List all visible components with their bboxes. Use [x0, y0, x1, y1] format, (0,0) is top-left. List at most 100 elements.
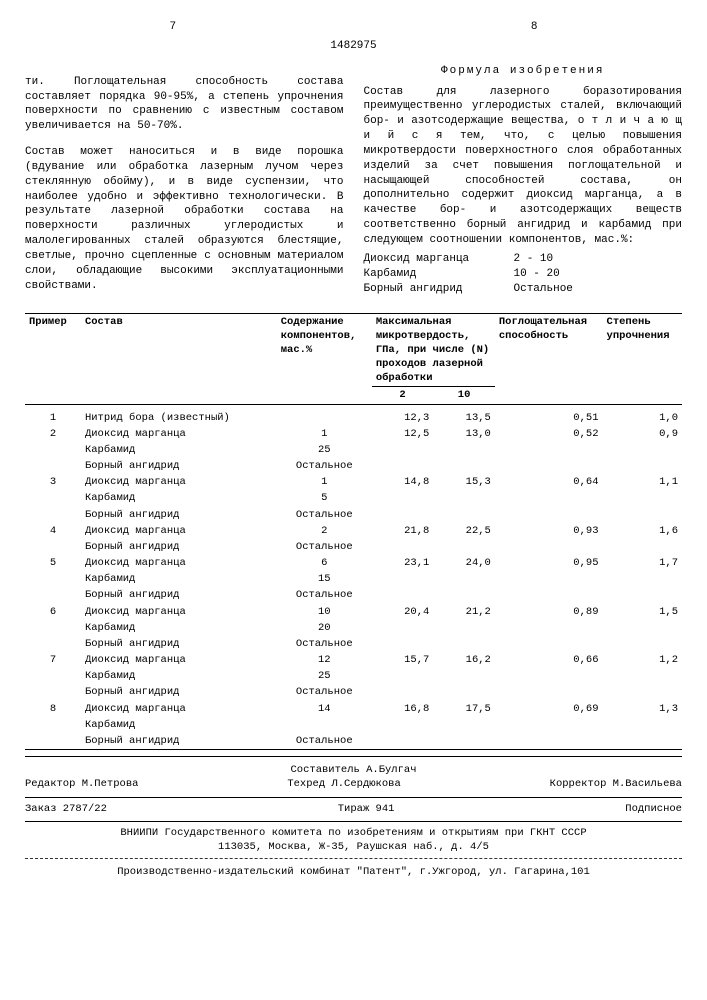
table-cell [25, 684, 81, 700]
table-cell: Диоксид марганца [81, 555, 277, 571]
table-cell [25, 490, 81, 506]
component-list: Диоксид марганца2 - 10Карбамид10 - 20Бор… [364, 252, 683, 297]
table-cell [433, 717, 495, 733]
table-cell [603, 684, 682, 700]
table-cell [277, 717, 372, 733]
table-cell: Остальное [277, 733, 372, 750]
table-cell [25, 668, 81, 684]
table-cell [495, 490, 603, 506]
editorial-block: Составитель А.Булгач Редактор М.Петрова … [25, 756, 682, 798]
th-composition: Состав [81, 313, 277, 404]
table-cell: 13,5 [433, 404, 495, 426]
table-cell [25, 507, 81, 523]
right-para-1: Состав для лазерного боразотирования пре… [364, 85, 683, 248]
table-cell: 2 [25, 426, 81, 442]
table-cell [25, 539, 81, 555]
table-cell: Диоксид марганца [81, 426, 277, 442]
table-cell: 6 [25, 604, 81, 620]
table-cell: 25 [277, 668, 372, 684]
table-cell: Остальное [277, 458, 372, 474]
table-head: Пример Состав Содержание компонентов, ма… [25, 313, 682, 404]
table-cell: Борный ангидрид [81, 636, 277, 652]
order-number: Заказ 2787/22 [25, 802, 107, 816]
formula-title: Формула изобретения [364, 64, 683, 79]
table-cell: 12,3 [372, 404, 434, 426]
table-cell: 1,1 [603, 474, 682, 490]
table-cell: Остальное [277, 684, 372, 700]
table-cell: 10 [277, 604, 372, 620]
table-cell [603, 668, 682, 684]
table-cell [372, 620, 434, 636]
table-cell: Борный ангидрид [81, 587, 277, 603]
editor: Редактор М.Петрова [25, 777, 138, 791]
text-columns: ти. Поглощательная способность состава с… [25, 64, 682, 305]
table-row: Борный ангидридОстальное [25, 636, 682, 652]
table-cell: Карбамид [81, 571, 277, 587]
table-cell: Диоксид марганца [81, 604, 277, 620]
table-row: Карбамид25 [25, 668, 682, 684]
footer-line-2: 113035, Москва, Ж-35, Раушская наб., д. … [25, 840, 682, 854]
table-cell [603, 490, 682, 506]
tech-editor: Техред Л.Сердюкова [287, 777, 400, 791]
component-name: Диоксид марганца [364, 252, 514, 267]
table-cell [372, 458, 434, 474]
table-cell: 1,2 [603, 652, 682, 668]
table-row: 1Нитрид бора (известный)12,313,50,511,0 [25, 404, 682, 426]
table-cell: 14,8 [372, 474, 434, 490]
table-cell [277, 404, 372, 426]
table-row: 7Диоксид марганца1215,716,20,661,2 [25, 652, 682, 668]
table-cell: 5 [277, 490, 372, 506]
table-cell [433, 684, 495, 700]
table-cell: 23,1 [372, 555, 434, 571]
table-cell [495, 684, 603, 700]
table-cell [603, 539, 682, 555]
table-cell: 20 [277, 620, 372, 636]
table-cell: 17,5 [433, 701, 495, 717]
table-cell: 15,3 [433, 474, 495, 490]
table-cell: 16,2 [433, 652, 495, 668]
table-cell: Остальное [277, 507, 372, 523]
table-cell: 4 [25, 523, 81, 539]
table-cell: 16,8 [372, 701, 434, 717]
table-cell: Борный ангидрид [81, 684, 277, 700]
table-cell [372, 442, 434, 458]
table-row: Карбамид25 [25, 442, 682, 458]
table-cell: 1 [25, 404, 81, 426]
table-cell [603, 733, 682, 750]
table-cell [25, 636, 81, 652]
table-row: Борный ангидридОстальное [25, 684, 682, 700]
table-cell: 6 [277, 555, 372, 571]
tirazh: Тираж 941 [338, 802, 395, 816]
table-cell [372, 636, 434, 652]
table-cell [433, 507, 495, 523]
table-cell: 0,52 [495, 426, 603, 442]
table-cell: Диоксид марганца [81, 523, 277, 539]
table-cell [495, 717, 603, 733]
footer-line-1: ВНИИПИ Государственного комитета по изоб… [25, 826, 682, 840]
patent-number: 1482975 [25, 39, 682, 54]
table-cell: 1 [277, 474, 372, 490]
table-cell: Остальное [277, 587, 372, 603]
table-cell: 1 [277, 426, 372, 442]
table-row: Карбамид15 [25, 571, 682, 587]
table-cell: 1,3 [603, 701, 682, 717]
left-para-2: Состав может наноситься и в виде порошка… [25, 145, 344, 293]
table-cell [372, 733, 434, 750]
table-cell [25, 733, 81, 750]
table-cell: Борный ангидрид [81, 539, 277, 555]
table-cell [603, 458, 682, 474]
table-cell [372, 507, 434, 523]
table-cell [495, 620, 603, 636]
page-numbers: 7 8 [25, 20, 682, 35]
table-cell [433, 458, 495, 474]
table-cell [433, 636, 495, 652]
component-row: Борный ангидридОстальное [364, 282, 683, 297]
table-cell: Карбамид [81, 620, 277, 636]
table-cell [433, 490, 495, 506]
table-cell [433, 668, 495, 684]
table-cell: 3 [25, 474, 81, 490]
table-cell [495, 587, 603, 603]
table-row: Борный ангидридОстальное [25, 587, 682, 603]
th-n10: 10 [433, 387, 495, 404]
table-cell [25, 442, 81, 458]
